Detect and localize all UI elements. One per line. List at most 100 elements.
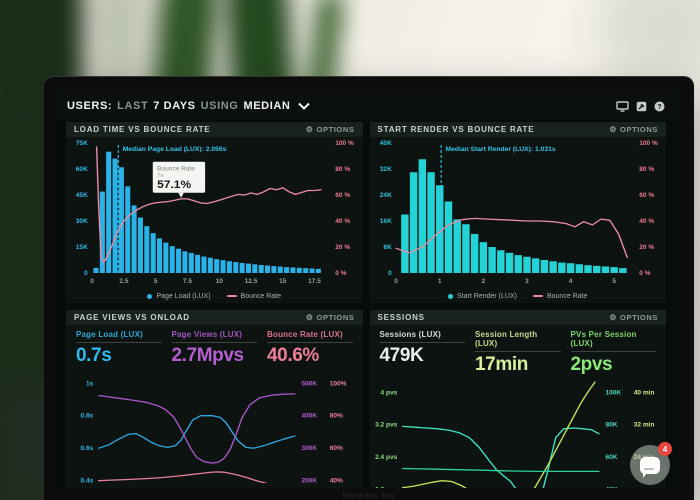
svg-text:30K: 30K [76, 218, 88, 225]
metric-label: Session Length (LUX) [475, 330, 561, 352]
svg-text:32K: 32K [379, 166, 391, 173]
svg-text:60 %: 60 % [335, 192, 350, 199]
panel-header: PAGE VIEWS VS ONLOAD ⚙ OPTIONS [66, 310, 363, 325]
svg-text:10: 10 [216, 278, 224, 285]
svg-text:80%: 80% [330, 413, 344, 420]
load-time-chart[interactable]: 75K 60K 45K 30K 15K 0 100 % 80 % 60 % 40 % 20 % 0 %… [66, 137, 363, 289]
panel-title: SESSIONS [377, 313, 425, 322]
svg-text:Median Page Load (LUX): 2.056s: Median Page Load (LUX): 2.056s [123, 146, 227, 153]
svg-text:80 %: 80 % [639, 166, 654, 173]
svg-text:4 pvs: 4 pvs [380, 389, 397, 396]
start-render-chart[interactable]: 40K 32K 24K 16K 8K 0 100 % 80 % 60 % 40 % 20 % 0 % 0… [370, 137, 667, 289]
svg-text:2: 2 [481, 278, 485, 285]
options-label: OPTIONS [316, 313, 355, 322]
panel-sessions: SESSIONS ⚙ OPTIONS Sessions (LUX) 479K S… [369, 310, 667, 488]
chevron-down-icon[interactable] [298, 102, 311, 110]
dashboard-grid: LOAD TIME VS BOUNCE RATE ⚙ OPTIONS 75K 60… [66, 122, 666, 488]
legend-item[interactable]: Bounce Rate [226, 293, 281, 300]
panel-title: START RENDER VS BOUNCE RATE [377, 125, 535, 134]
panel-load-time: LOAD TIME VS BOUNCE RATE ⚙ OPTIONS 75K 60… [66, 122, 363, 303]
svg-text:60%: 60% [330, 445, 344, 452]
svg-text:0: 0 [84, 270, 88, 277]
legend-label: Bounce Rate [546, 292, 588, 300]
svg-text:60K: 60K [76, 166, 88, 173]
page-views-chart[interactable]: 1s 500K 100% 0.8s 400K 80% 0.6s 300K 60% 0.4s 200K… [66, 371, 363, 483]
gear-icon: ⚙ [305, 312, 314, 322]
header-median-label[interactable]: MEDIAN [243, 100, 291, 112]
svg-text:2.5: 2.5 [119, 278, 129, 285]
screen: USERS: LAST 7 DAYS USING MEDIAN ? [54, 90, 678, 488]
svg-text:300K: 300K [301, 445, 317, 452]
legend-item[interactable]: Page Load (LUX) [147, 292, 211, 300]
svg-text:20 %: 20 % [335, 244, 350, 251]
svg-text:40%: 40% [330, 478, 344, 483]
header-range-label: 7 DAYS [153, 100, 196, 112]
svg-text:75K: 75K [76, 140, 88, 147]
header-last-label: LAST [117, 100, 149, 112]
panel-header: LOAD TIME VS BOUNCE RATE ⚙ OPTIONS [66, 122, 363, 137]
svg-text:400K: 400K [301, 413, 317, 420]
svg-text:1s: 1s [86, 380, 94, 387]
legend-line-icon [226, 295, 237, 297]
laptop: USERS: LAST 7 DAYS USING MEDIAN ? [44, 76, 694, 500]
svg-text:16K: 16K [379, 218, 391, 225]
header-icon-group: ? [616, 100, 665, 112]
desktop-icon[interactable] [616, 100, 629, 112]
svg-text:12.5: 12.5 [245, 278, 258, 285]
svg-text:15K: 15K [76, 244, 88, 251]
panel-title: PAGE VIEWS VS ONLOAD [74, 313, 190, 322]
brand-label: MacBook Pro [342, 493, 396, 500]
gear-icon: ⚙ [305, 124, 314, 134]
metric-value: 0.7s [76, 345, 112, 366]
metrics-row: Page Load (LUX) 0.7s Page Views (LUX) 2.… [66, 325, 363, 371]
options-button[interactable]: ⚙ OPTIONS [609, 313, 658, 322]
svg-text:40 %: 40 % [335, 218, 350, 225]
legend-label: Page Load (LUX) [156, 292, 211, 300]
svg-text:100K: 100K [605, 389, 621, 396]
svg-text:100 %: 100 % [639, 140, 658, 147]
help-icon[interactable]: ? [654, 101, 665, 112]
options-button[interactable]: ⚙ OPTIONS [306, 313, 355, 322]
gear-icon: ⚙ [609, 124, 618, 134]
svg-text:40K: 40K [379, 140, 391, 147]
svg-text:0 %: 0 % [335, 270, 347, 277]
legend-item[interactable]: Start Render (LUX) [448, 293, 517, 300]
svg-text:80K: 80K [605, 422, 617, 429]
svg-text:0.6s: 0.6s [81, 445, 94, 452]
chat-icon [640, 456, 660, 478]
svg-text:0: 0 [394, 278, 398, 285]
chart-legend: Page Load (LUX) Bounce Rate [66, 289, 363, 303]
options-button[interactable]: ⚙ OPTIONS [609, 125, 658, 134]
svg-text:?: ? [657, 104, 661, 111]
svg-text:Median Start Render (LUX): 1.0: Median Start Render (LUX): 1.031s [445, 146, 556, 153]
svg-text:1: 1 [437, 278, 441, 285]
chat-widget-button[interactable]: 4 [630, 442, 672, 485]
svg-text:0.4s: 0.4s [81, 478, 94, 483]
svg-text:57.1%: 57.1% [157, 179, 191, 190]
legend-label: Start Render (LUX) [457, 292, 517, 300]
svg-text:17.5: 17.5 [308, 278, 321, 285]
panel-start-render: START RENDER VS BOUNCE RATE ⚙ OPTIONS 40… [369, 122, 667, 303]
svg-text:100 %: 100 % [335, 140, 354, 147]
svg-text:0 %: 0 % [639, 270, 651, 277]
svg-text:5: 5 [154, 278, 158, 285]
sessions-chart[interactable]: 4 pvs 100K 40 min 3.2 pvs 80K 32 min 2.4 pvs 60… [370, 380, 667, 488]
svg-text:60 %: 60 % [639, 192, 654, 199]
panel-header: SESSIONS ⚙ OPTIONS [369, 310, 666, 325]
svg-text:200K: 200K [301, 478, 317, 483]
svg-text:3.2 pvs: 3.2 pvs [375, 422, 398, 429]
panel-header: START RENDER VS BOUNCE RATE ⚙ OPTIONS [369, 122, 666, 137]
metric-sessions: Sessions (LUX) 479K [379, 330, 465, 376]
metric-label: Bounce Rate (LUX) [267, 330, 353, 343]
options-button[interactable]: ⚙ OPTIONS [306, 125, 355, 134]
legend-dot-icon [448, 293, 454, 299]
header-users-label: USERS: [67, 100, 113, 112]
svg-text:20 %: 20 % [639, 244, 654, 251]
share-icon[interactable] [636, 101, 647, 112]
svg-text:0.8s: 0.8s [81, 413, 94, 420]
metric-label: PVs Per Session (LUX) [570, 330, 656, 352]
legend-item[interactable]: Bounce Rate [532, 292, 588, 300]
svg-text:500K: 500K [301, 380, 317, 387]
metric-label: Page Load (LUX) [76, 330, 162, 343]
metric-value: 17min [475, 354, 528, 375]
